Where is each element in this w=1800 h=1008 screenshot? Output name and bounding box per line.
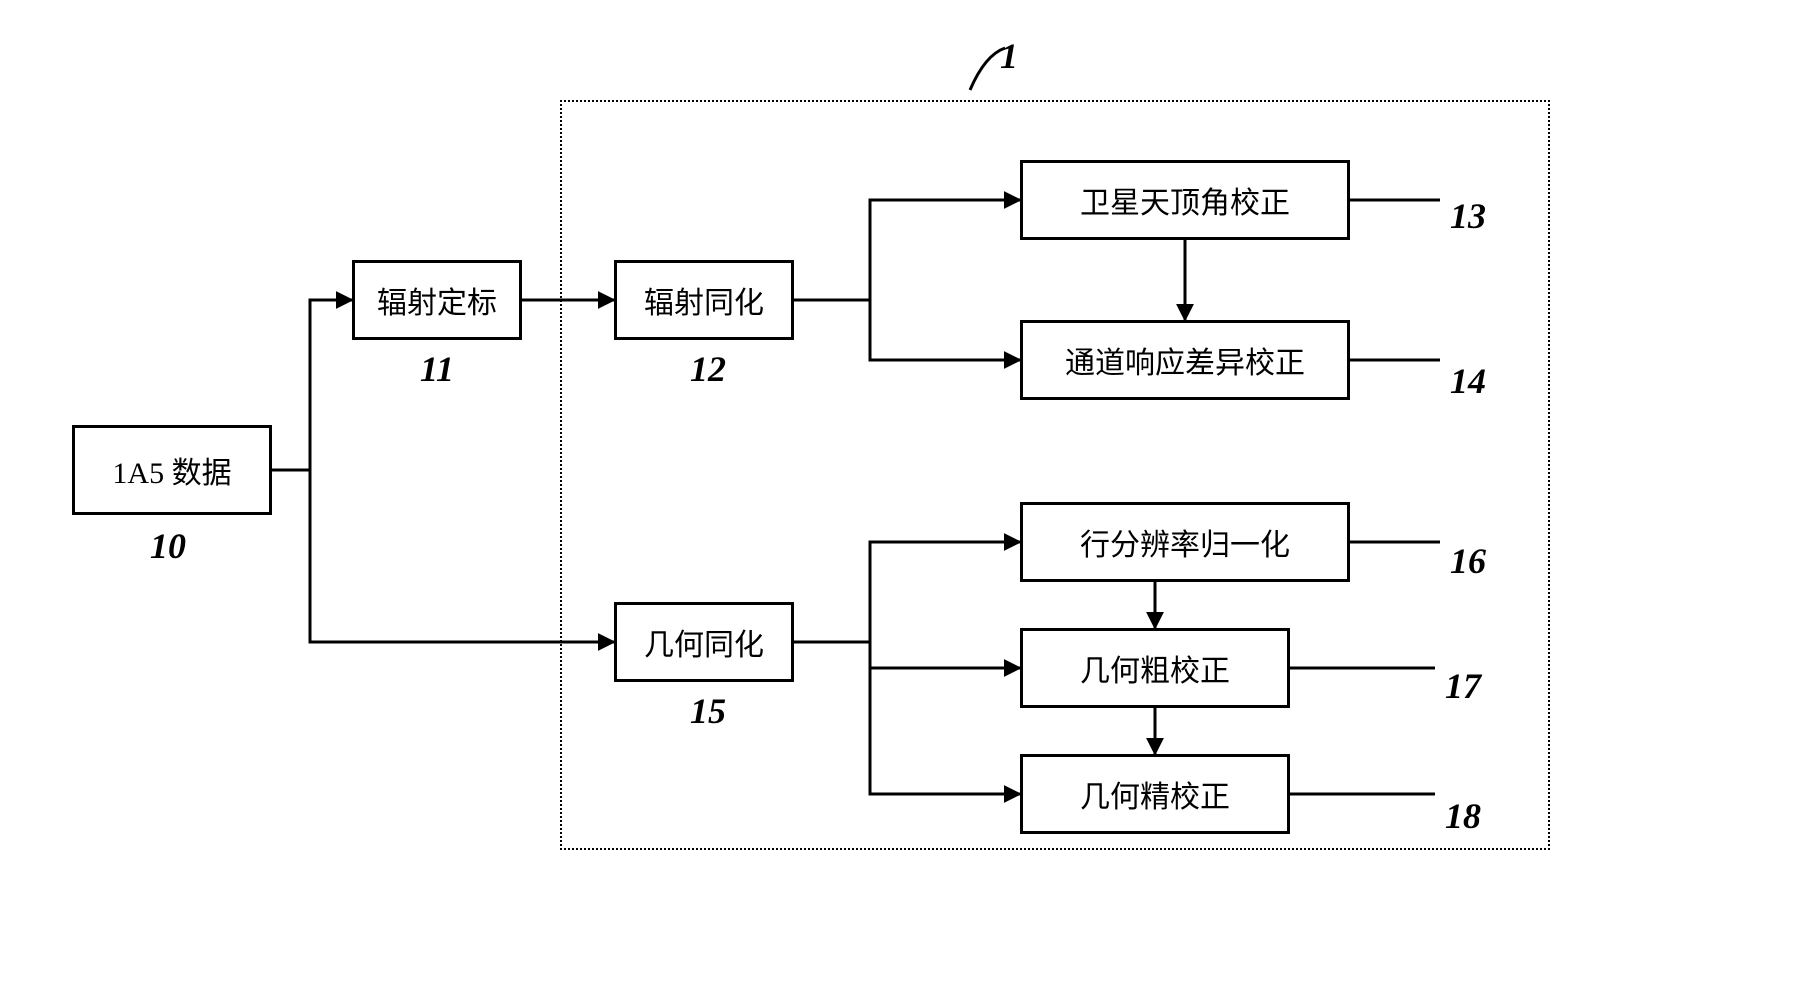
node-label: 1A5 数据 (112, 448, 231, 492)
node-label: 卫星天顶角校正 (1080, 178, 1290, 222)
node-radiometric-calibration: 辐射定标 (352, 260, 522, 340)
node-label: 几何同化 (644, 620, 764, 664)
node-label: 通道响应差异校正 (1065, 338, 1305, 382)
ref-label-13: 13 (1450, 195, 1486, 237)
node-label: 几何精校正 (1080, 772, 1230, 816)
node-row-resolution-normalization: 行分辨率归一化 (1020, 502, 1350, 582)
node-label: 辐射同化 (644, 278, 764, 322)
node-geometric-coarse-correction: 几何粗校正 (1020, 628, 1290, 708)
node-label: 行分辨率归一化 (1080, 520, 1290, 564)
node-1a5-data: 1A5 数据 (72, 425, 272, 515)
ref-label-16: 16 (1450, 540, 1486, 582)
ref-label-12: 12 (690, 348, 726, 390)
ref-label-18: 18 (1445, 795, 1481, 837)
node-radiometric-assimilation: 辐射同化 (614, 260, 794, 340)
node-channel-response-correction: 通道响应差异校正 (1020, 320, 1350, 400)
ref-label-10: 10 (150, 525, 186, 567)
flowchart-canvas: 1A5 数据 辐射定标 辐射同化 卫星天顶角校正 通道响应差异校正 几何同化 行… (0, 0, 1800, 1008)
ref-label-11: 11 (420, 348, 454, 390)
ref-label-15: 15 (690, 690, 726, 732)
node-geometric-fine-correction: 几何精校正 (1020, 754, 1290, 834)
node-geometric-assimilation: 几何同化 (614, 602, 794, 682)
ref-label-1: 1 (1000, 35, 1018, 77)
ref-label-14: 14 (1450, 360, 1486, 402)
node-satellite-zenith-correction: 卫星天顶角校正 (1020, 160, 1350, 240)
node-label: 几何粗校正 (1080, 646, 1230, 690)
ref-label-17: 17 (1445, 665, 1481, 707)
node-label: 辐射定标 (377, 278, 497, 322)
